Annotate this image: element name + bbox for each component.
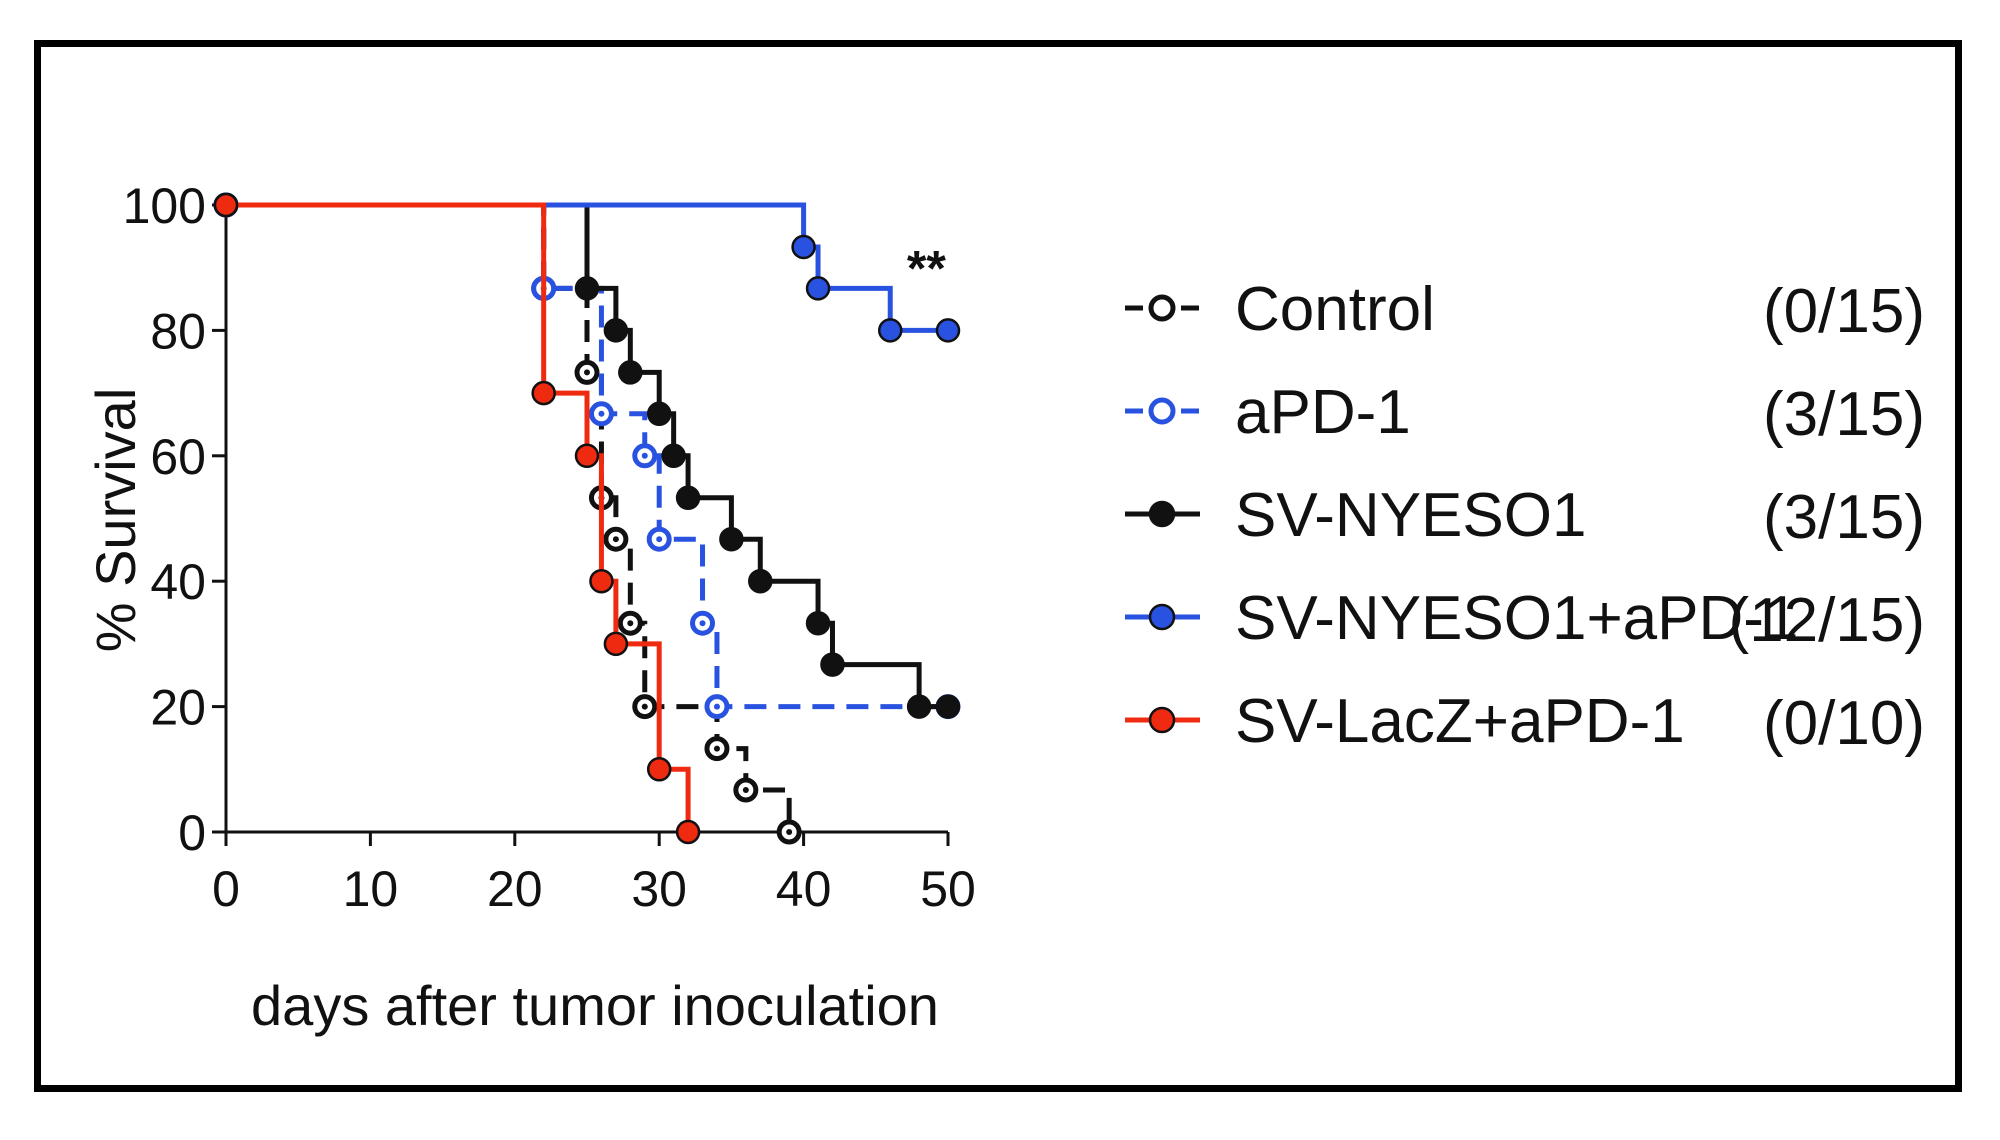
data-point bbox=[675, 819, 701, 845]
series-sv-nyeso1 bbox=[213, 192, 961, 719]
legend-marker bbox=[1148, 397, 1176, 425]
series-sv-lacz-apd-1 bbox=[213, 192, 701, 845]
y-tick-label: 40 bbox=[150, 554, 206, 610]
series-layer bbox=[213, 192, 961, 845]
data-point-center bbox=[713, 745, 720, 752]
legend-count: (3/15) bbox=[1763, 483, 1925, 552]
data-point bbox=[646, 401, 672, 427]
data-point bbox=[574, 443, 600, 469]
x-tick-label: 50 bbox=[920, 861, 976, 917]
y-tick-label: 100 bbox=[123, 178, 206, 234]
legend-count: (3/15) bbox=[1763, 380, 1925, 449]
data-point bbox=[719, 526, 744, 552]
data-point-center bbox=[612, 536, 619, 543]
y-tick-label: 20 bbox=[150, 680, 206, 736]
data-point bbox=[748, 568, 773, 594]
axes: 0 10 20 30 40 50 0 20 40 60 80 100 bbox=[123, 178, 976, 917]
legend-marker bbox=[1148, 706, 1176, 734]
legend-label: SV-LacZ+aPD-1 bbox=[1235, 687, 1685, 756]
data-point bbox=[877, 318, 903, 343]
significance-annotation: ** bbox=[907, 241, 946, 297]
legend-item: aPD-1 (3/15) bbox=[1125, 378, 1925, 449]
legend-count: (0/15) bbox=[1763, 277, 1925, 346]
data-point-center bbox=[584, 369, 590, 376]
legend: Control (0/15)aPD-1 (3/15)SV-NYESO1 (3/15)S… bbox=[1125, 275, 1925, 758]
x-axis-title: days after tumor inoculation bbox=[251, 974, 939, 1037]
data-point bbox=[213, 192, 239, 218]
legend-marker bbox=[1148, 294, 1176, 322]
data-point bbox=[675, 485, 701, 511]
y-tick-label: 60 bbox=[150, 429, 206, 485]
x-tick-label: 0 bbox=[212, 861, 240, 917]
data-point bbox=[820, 652, 845, 677]
data-point bbox=[603, 631, 629, 657]
series-control bbox=[213, 192, 802, 845]
data-point bbox=[589, 568, 614, 594]
series-sv-nyeso1-apd-1 bbox=[213, 192, 961, 343]
legend-label: SV-NYESO1 bbox=[1235, 481, 1586, 550]
data-point bbox=[791, 234, 816, 260]
legend-item: SV-NYESO1+aPD-1(12/15) bbox=[1125, 584, 1925, 655]
data-point bbox=[906, 694, 932, 719]
data-point-center bbox=[742, 786, 749, 793]
data-point bbox=[646, 757, 672, 782]
data-point bbox=[531, 380, 556, 406]
legend-count: (0/10) bbox=[1763, 689, 1925, 758]
legend-label: SV-NYESO1+aPD-1 bbox=[1235, 584, 1798, 653]
survival-step-line bbox=[226, 202, 691, 832]
legend-item: SV-NYESO1 (3/15) bbox=[1125, 481, 1925, 552]
legend-count: (12/15) bbox=[1729, 586, 1925, 655]
data-point-center bbox=[699, 620, 706, 627]
data-point-center bbox=[641, 703, 648, 710]
data-point bbox=[935, 694, 961, 719]
y-axis-title: % Survival bbox=[84, 388, 147, 653]
x-tick-label: 10 bbox=[343, 861, 399, 917]
data-point bbox=[805, 610, 831, 636]
legend-label: aPD-1 bbox=[1235, 378, 1411, 447]
survival-step-line bbox=[226, 202, 792, 832]
data-point bbox=[805, 276, 831, 301]
data-point bbox=[661, 443, 686, 469]
data-point-center bbox=[627, 620, 634, 627]
legend-item: SV-LacZ+aPD-1 (0/10) bbox=[1125, 687, 1925, 758]
y-tick-label: 0 bbox=[178, 805, 206, 861]
figure-frame bbox=[34, 40, 1962, 1092]
x-tick-label: 40 bbox=[776, 861, 832, 917]
data-point-center bbox=[713, 703, 720, 710]
data-point-center bbox=[641, 452, 648, 459]
legend-item: Control (0/15) bbox=[1125, 275, 1925, 346]
x-tick-label: 30 bbox=[631, 861, 687, 917]
data-point-center bbox=[786, 829, 793, 835]
data-point-center bbox=[598, 410, 605, 417]
data-point bbox=[574, 276, 600, 301]
data-point bbox=[935, 318, 961, 343]
data-point bbox=[603, 318, 629, 343]
legend-label: Control bbox=[1235, 275, 1435, 344]
legend-marker bbox=[1148, 500, 1176, 528]
data-point-center bbox=[656, 536, 663, 543]
y-tick-label: 80 bbox=[150, 303, 206, 359]
data-point bbox=[618, 360, 643, 385]
legend-marker bbox=[1148, 603, 1176, 631]
x-tick-label: 20 bbox=[487, 861, 543, 917]
